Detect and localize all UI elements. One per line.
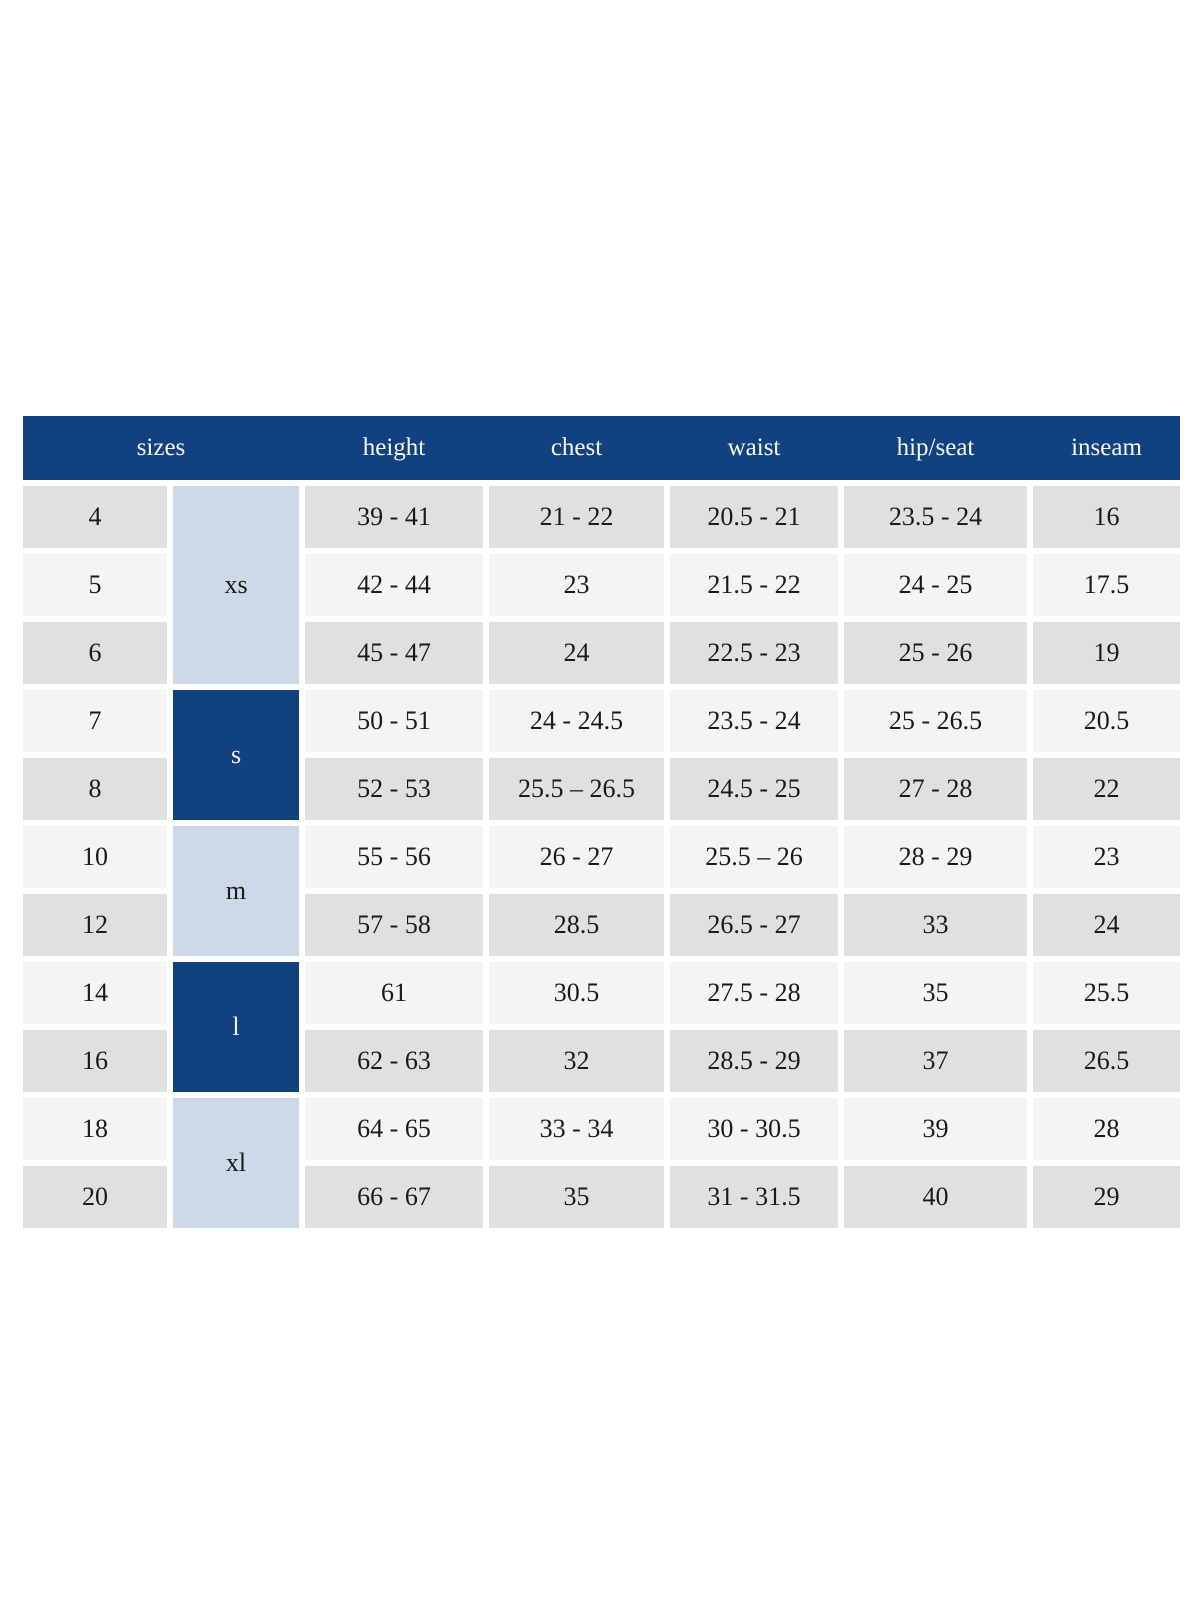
cell-hip-seat: 33	[844, 894, 1027, 956]
cell-chest: 21 - 22	[489, 486, 664, 548]
header-hip-seat: hip/seat	[896, 434, 975, 461]
cell-size: 6	[23, 622, 167, 684]
cell-hip-seat: 23.5 - 24	[844, 486, 1027, 548]
group-cell-xs: xs	[173, 486, 299, 684]
cell-inseam: 24	[1033, 894, 1180, 956]
cell-size: 20	[23, 1166, 167, 1228]
cell-height: 52 - 53	[305, 758, 483, 820]
cell-height: 45 - 47	[305, 622, 483, 684]
cell-size: 4	[23, 486, 167, 548]
cell-waist: 20.5 - 21	[670, 486, 838, 548]
cell-height: 66 - 67	[305, 1166, 483, 1228]
cell-size: 10	[23, 826, 167, 888]
cell-inseam: 25.5	[1033, 962, 1180, 1024]
header-waist: waist	[727, 434, 781, 461]
cell-chest: 33 - 34	[489, 1098, 664, 1160]
cell-waist: 27.5 - 28	[670, 962, 838, 1024]
cell-waist: 28.5 - 29	[670, 1030, 838, 1092]
cell-inseam: 17.5	[1033, 554, 1180, 616]
cell-height: 39 - 41	[305, 486, 483, 548]
header-sizes: sizes	[136, 434, 186, 461]
cell-hip-seat: 40	[844, 1166, 1027, 1228]
cell-size: 18	[23, 1098, 167, 1160]
group-cell-xl: xl	[173, 1098, 299, 1228]
cell-chest: 35	[489, 1166, 664, 1228]
cell-size: 8	[23, 758, 167, 820]
cell-chest: 24 - 24.5	[489, 690, 664, 752]
table-header-row: sizes height chest waist hip/seat inseam	[23, 416, 1180, 480]
header-height: height	[362, 434, 426, 461]
cell-size: 16	[23, 1030, 167, 1092]
cell-hip-seat: 37	[844, 1030, 1027, 1092]
cell-height: 64 - 65	[305, 1098, 483, 1160]
cell-waist: 23.5 - 24	[670, 690, 838, 752]
cell-size: 5	[23, 554, 167, 616]
cell-inseam: 20.5	[1033, 690, 1180, 752]
cell-hip-seat: 25 - 26.5	[844, 690, 1027, 752]
cell-height: 61	[305, 962, 483, 1024]
group-cell-s: s	[173, 690, 299, 820]
size-chart-table: sizes height chest waist hip/seat inseam…	[23, 416, 1180, 1228]
cell-height: 57 - 58	[305, 894, 483, 956]
cell-chest: 32	[489, 1030, 664, 1092]
cell-waist: 31 - 31.5	[670, 1166, 838, 1228]
cell-waist: 24.5 - 25	[670, 758, 838, 820]
cell-inseam: 16	[1033, 486, 1180, 548]
cell-height: 50 - 51	[305, 690, 483, 752]
cell-waist: 30 - 30.5	[670, 1098, 838, 1160]
cell-chest: 26 - 27	[489, 826, 664, 888]
cell-chest: 30.5	[489, 962, 664, 1024]
cell-size: 7	[23, 690, 167, 752]
cell-height: 42 - 44	[305, 554, 483, 616]
cell-hip-seat: 25 - 26	[844, 622, 1027, 684]
cell-hip-seat: 39	[844, 1098, 1027, 1160]
group-cell-l: l	[173, 962, 299, 1092]
cell-hip-seat: 24 - 25	[844, 554, 1027, 616]
cell-chest: 25.5 – 26.5	[489, 758, 664, 820]
header-chest: chest	[550, 434, 603, 461]
cell-hip-seat: 35	[844, 962, 1027, 1024]
group-cell-m: m	[173, 826, 299, 956]
cell-waist: 25.5 – 26	[670, 826, 838, 888]
cell-waist: 26.5 - 27	[670, 894, 838, 956]
table-body: xs s m l xl 4 39 - 41 21 - 22 20.5 - 21 …	[23, 486, 1180, 1228]
cell-hip-seat: 27 - 28	[844, 758, 1027, 820]
cell-height: 62 - 63	[305, 1030, 483, 1092]
cell-inseam: 23	[1033, 826, 1180, 888]
cell-waist: 22.5 - 23	[670, 622, 838, 684]
cell-inseam: 22	[1033, 758, 1180, 820]
cell-inseam: 28	[1033, 1098, 1180, 1160]
cell-inseam: 29	[1033, 1166, 1180, 1228]
cell-height: 55 - 56	[305, 826, 483, 888]
cell-waist: 21.5 - 22	[670, 554, 838, 616]
header-inseam: inseam	[1071, 434, 1142, 461]
cell-size: 12	[23, 894, 167, 956]
cell-chest: 23	[489, 554, 664, 616]
cell-inseam: 26.5	[1033, 1030, 1180, 1092]
cell-chest: 28.5	[489, 894, 664, 956]
cell-chest: 24	[489, 622, 664, 684]
cell-hip-seat: 28 - 29	[844, 826, 1027, 888]
cell-size: 14	[23, 962, 167, 1024]
cell-inseam: 19	[1033, 622, 1180, 684]
